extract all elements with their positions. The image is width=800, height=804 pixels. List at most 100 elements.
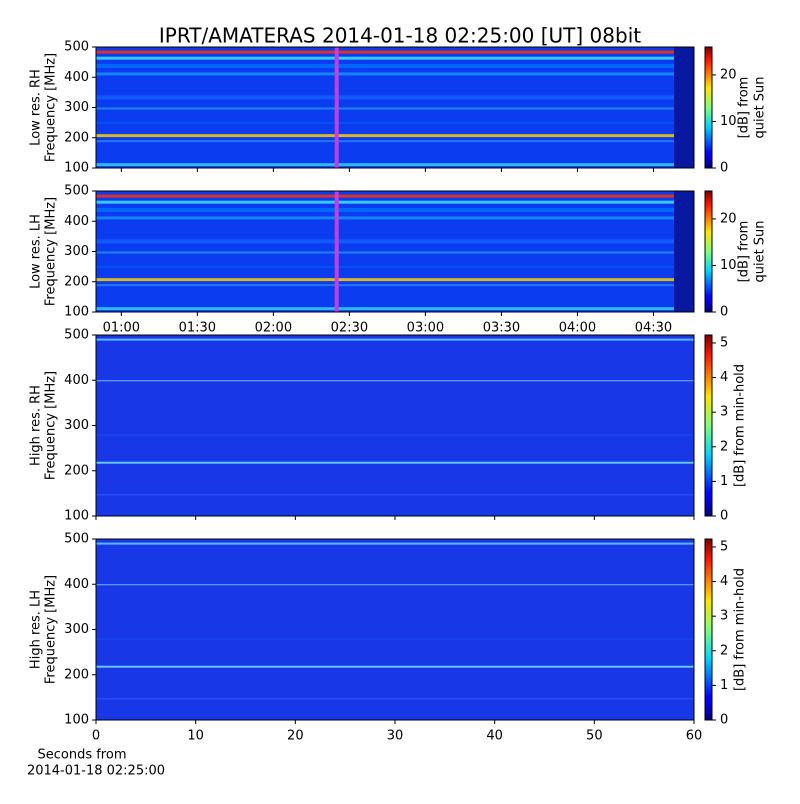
spectral-band xyxy=(96,380,694,382)
spectral-band xyxy=(96,56,694,60)
colorbar-tick-label: 0 xyxy=(720,305,728,320)
colorbar-tick-label: 1 xyxy=(720,474,728,489)
x-tick-label: 40 xyxy=(486,729,503,744)
colorbar-tick-label: 0 xyxy=(720,509,728,524)
spectral-band xyxy=(96,584,694,586)
y-tick-label: 400 xyxy=(64,373,89,388)
y-tick-label: 300 xyxy=(64,418,89,433)
spectrogram xyxy=(96,539,694,720)
spectral-band xyxy=(96,72,694,76)
spectral-band xyxy=(96,207,694,212)
x-tick-label: 04:30 xyxy=(635,321,672,336)
x-tick-label: 01:30 xyxy=(179,321,216,336)
spectral-band xyxy=(96,251,694,254)
y-tick-label: 300 xyxy=(64,622,89,637)
colorbar-tick-label: 2 xyxy=(720,439,728,454)
y-axis-label: Low res. LH xyxy=(29,214,44,289)
colorbar-tick-label: 10 xyxy=(720,258,737,273)
y-tick-label: 200 xyxy=(64,274,89,289)
spectral-band xyxy=(96,542,694,545)
spectral-band xyxy=(96,434,694,436)
spectral-band xyxy=(96,638,694,640)
spectral-band xyxy=(96,494,694,496)
data-gap xyxy=(674,191,694,312)
y-axis-label: Frequency [MHz] xyxy=(44,197,59,306)
y-tick-label: 100 xyxy=(64,305,89,320)
colorbar-tick-label: 4 xyxy=(720,370,728,385)
y-tick-label: 400 xyxy=(64,70,89,85)
spectral-band xyxy=(96,216,694,220)
spectral-band xyxy=(96,239,694,244)
y-tick-label: 200 xyxy=(64,667,89,682)
x-tick-label: 60 xyxy=(686,729,703,744)
y-tick-label: 500 xyxy=(64,184,89,199)
spectral-band xyxy=(96,307,694,311)
spectral-band xyxy=(96,122,694,125)
spectral-band xyxy=(96,461,694,464)
x-tick-label: 30 xyxy=(387,729,404,744)
colorbar-tick-label: 2 xyxy=(720,643,728,658)
x-tick-label: 03:30 xyxy=(483,321,520,336)
spectral-band xyxy=(96,95,694,100)
y-tick-label: 100 xyxy=(64,509,89,524)
x-tick-label: 50 xyxy=(586,729,603,744)
y-axis-label: Low res. RH xyxy=(29,69,44,146)
spectral-band xyxy=(96,163,694,167)
y-axis-label: Frequency [MHz] xyxy=(44,575,59,684)
spectral-band xyxy=(96,200,694,204)
spectral-band xyxy=(96,107,694,110)
colorbar xyxy=(704,538,713,721)
colorbar xyxy=(704,46,713,169)
x-tick-label: 02:30 xyxy=(331,321,368,336)
y-tick-label: 400 xyxy=(64,577,89,592)
colorbar-tick-label: 5 xyxy=(720,539,728,554)
colorbar-tick-label: 20 xyxy=(720,67,737,82)
colorbar-label: [dB] from min-hold xyxy=(733,568,748,691)
colorbar-tick-label: 0 xyxy=(720,713,728,728)
y-tick-label: 100 xyxy=(64,161,89,176)
y-tick-label: 300 xyxy=(64,100,89,115)
x-tick-label: 02:00 xyxy=(255,321,292,336)
y-axis-label: High res. LH xyxy=(29,590,44,669)
spectral-band xyxy=(96,50,694,54)
spectral-band xyxy=(96,665,694,668)
x-tick-label: 04:00 xyxy=(559,321,596,336)
y-axis-label: High res. RH xyxy=(29,385,44,466)
y-tick-label: 300 xyxy=(64,244,89,259)
data-gap xyxy=(674,47,694,168)
y-tick-label: 200 xyxy=(64,463,89,478)
colorbar-tick-label: 0 xyxy=(720,161,728,176)
y-axis-label: Frequency [MHz] xyxy=(44,53,59,162)
x-tick-label: 10 xyxy=(187,729,204,744)
colorbar-tick-label: 4 xyxy=(720,574,728,589)
spectral-band xyxy=(96,134,694,138)
colorbar-label: [dB] from min-hold xyxy=(733,364,748,487)
colorbar xyxy=(704,190,713,313)
y-axis-label: Frequency [MHz] xyxy=(44,371,59,480)
figure-title: IPRT/AMATERAS 2014-01-18 02:25:00 [UT] 0… xyxy=(159,24,641,48)
colorbar-tick-label: 3 xyxy=(720,405,728,420)
x-axis-label: Seconds from xyxy=(37,748,126,763)
x-axis-label: 2014-01-18 02:25:00 xyxy=(27,764,165,779)
x-tick-label: 03:00 xyxy=(407,321,444,336)
x-tick-label: 01:00 xyxy=(103,321,140,336)
spectral-band xyxy=(96,284,694,287)
x-tick-label: 20 xyxy=(287,729,304,744)
spectral-band xyxy=(96,698,694,700)
y-tick-label: 500 xyxy=(64,40,89,55)
colorbar-tick-label: 3 xyxy=(720,609,728,624)
spectral-band xyxy=(96,266,694,269)
y-tick-label: 400 xyxy=(64,214,89,229)
colorbar-tick-label: 20 xyxy=(720,211,737,226)
colorbar-label: [dB] from xyxy=(737,221,752,283)
colorbar-label: [dB] from xyxy=(737,77,752,139)
spectrogram xyxy=(96,335,694,516)
colorbar xyxy=(704,334,713,517)
y-tick-label: 500 xyxy=(64,328,89,343)
colorbar-label: quiet Sun xyxy=(753,220,768,282)
spectral-band xyxy=(96,140,694,143)
y-tick-label: 200 xyxy=(64,130,89,145)
colorbar-tick-label: 5 xyxy=(720,335,728,350)
y-tick-label: 500 xyxy=(64,532,89,547)
